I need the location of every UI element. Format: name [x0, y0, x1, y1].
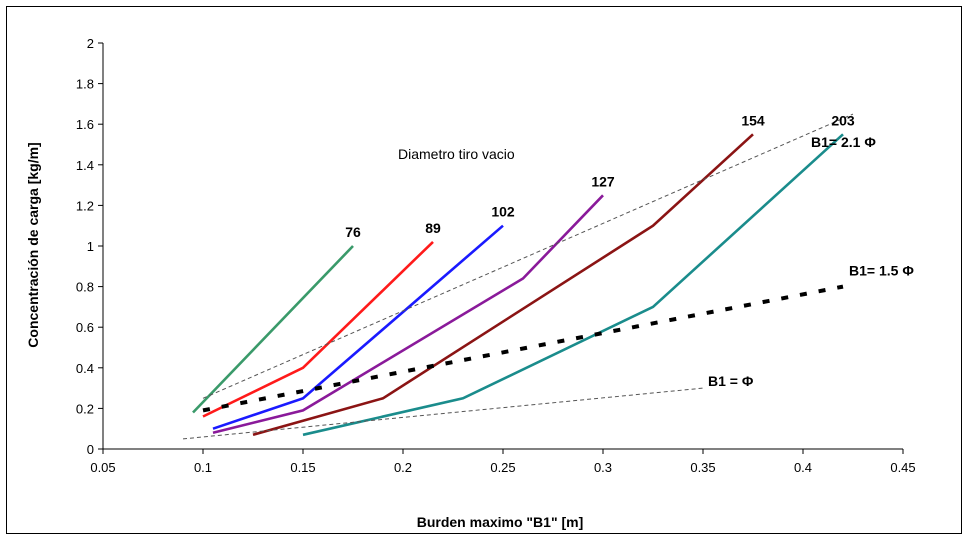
series-line [212, 224, 504, 430]
series-label: 203 [831, 112, 855, 128]
y-tick-label: 1.6 [76, 117, 94, 132]
y-tick-label: 1.8 [76, 77, 94, 92]
x-axis-title: Burden maximo "B1" [m] [417, 514, 584, 530]
series-line [202, 240, 434, 418]
x-tick-label: 0.2 [394, 460, 412, 475]
chart-annotation: Diametro tiro vacio [398, 146, 515, 162]
y-tick-label: 0 [87, 442, 94, 457]
x-tick-label: 0.35 [690, 460, 715, 475]
y-tick-label: 2 [87, 36, 94, 51]
series-layer [182, 113, 854, 440]
x-tick-label: 0.1 [194, 460, 212, 475]
y-tick-label: 0.4 [76, 361, 94, 376]
chart-frame [6, 6, 962, 534]
series-label: B1= 1.5 Φ [849, 263, 914, 279]
y-axis-title: Concentración de carga [kg/m] [25, 142, 41, 347]
y-tick-label: 0.6 [76, 320, 94, 335]
series-label: 76 [345, 224, 361, 240]
series-line [212, 194, 604, 435]
y-tick-label: 0.2 [76, 401, 94, 416]
series-label: 102 [491, 204, 515, 220]
y-tick-label: 0.8 [76, 280, 94, 295]
x-tick-label: 0.3 [594, 460, 612, 475]
series-line [252, 133, 754, 437]
series-label: B1 = Φ [708, 373, 754, 389]
series-line [302, 133, 844, 437]
series-line [192, 245, 354, 414]
y-tick-label: 1.2 [76, 198, 94, 213]
axes: 0.05 0.1 0.15 0.2 0.25 0.3 0.35 0.4 0.45 0 0.2 0.4 0… [76, 36, 916, 475]
y-tick-label: 1 [87, 239, 94, 254]
x-tick-label: 0.45 [890, 460, 915, 475]
series-line [182, 387, 704, 440]
series-label: 154 [741, 112, 765, 128]
series-label: B1= 2.1 Φ [811, 134, 876, 150]
y-tick-label: 1.4 [76, 158, 94, 173]
x-tick-label: 0.25 [490, 460, 515, 475]
x-tick-label: 0.15 [290, 460, 315, 475]
x-tick-label: 0.05 [90, 460, 115, 475]
series-line [202, 284, 844, 413]
series-label: 89 [425, 220, 441, 236]
x-tick-label: 0.4 [794, 460, 812, 475]
series-line [202, 113, 854, 399]
series-label: 127 [591, 173, 615, 189]
labels-layer: 76 89 102 127 154 203 B1= 2.1 Φ B1= 1.5 Φ B1 = Φ [345, 112, 914, 389]
